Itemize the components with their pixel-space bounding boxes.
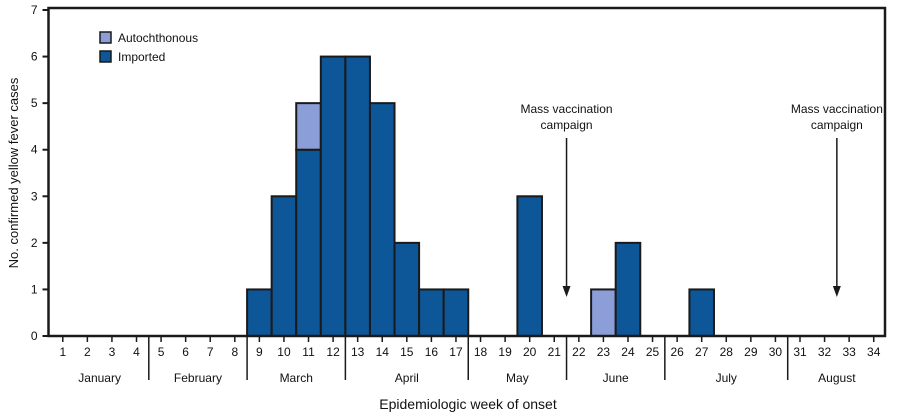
month-label-may: May — [506, 371, 529, 385]
y-axis-title: No. confirmed yellow fever cases — [6, 77, 21, 268]
bar-imported-week-20 — [516, 195, 543, 337]
legend-swatch-imported — [99, 50, 112, 63]
bar-imported-week-17 — [442, 288, 470, 337]
bar-imported-week-27 — [688, 288, 715, 337]
y-tick-label-4: 4 — [31, 143, 38, 157]
y-tick-label-0: 0 — [31, 329, 38, 343]
x-tick-label-1: 1 — [59, 345, 66, 359]
bars-layer — [246, 55, 715, 338]
x-tick-label-29: 29 — [744, 345, 758, 359]
bar-autochthonous-week-23 — [590, 288, 617, 337]
bar-imported-week-13 — [344, 55, 371, 337]
x-tick-label-15: 15 — [400, 345, 414, 359]
x-tick-label-30: 30 — [769, 345, 783, 359]
x-tick-label-10: 10 — [277, 345, 291, 359]
bar-imported-week-24 — [614, 241, 642, 338]
legend: Autochthonous Imported — [99, 31, 198, 64]
month-label-august: August — [818, 371, 856, 385]
bar-imported-week-15 — [393, 241, 421, 338]
month-label-april: April — [395, 371, 419, 385]
x-tick-label-25: 25 — [646, 345, 660, 359]
x-tick-label-8: 8 — [231, 345, 238, 359]
x-tick-label-28: 28 — [720, 345, 734, 359]
x-tick-label-6: 6 — [182, 345, 189, 359]
bar-imported-week-9 — [246, 288, 273, 337]
plot-frame — [47, 6, 887, 338]
x-tick-label-4: 4 — [133, 345, 140, 359]
x-tick-label-12: 12 — [326, 345, 340, 359]
x-tick-label-24: 24 — [621, 345, 635, 359]
x-tick-label-2: 2 — [84, 345, 91, 359]
x-tick-label-17: 17 — [449, 345, 463, 359]
x-tick-label-16: 16 — [425, 345, 439, 359]
x-tick-label-22: 22 — [572, 345, 586, 359]
x-tick-label-14: 14 — [376, 345, 390, 359]
annotation-1-line-1: campaign — [811, 118, 863, 132]
y-tick-label-2: 2 — [31, 236, 38, 250]
x-tick-label-19: 19 — [498, 345, 512, 359]
y-tick-label-1: 1 — [31, 282, 38, 296]
bar-imported-week-10 — [270, 195, 298, 337]
x-tick-label-27: 27 — [695, 345, 709, 359]
arrow-down-icon — [832, 286, 841, 297]
x-tick-label-9: 9 — [256, 345, 263, 359]
month-label-july: July — [716, 371, 737, 385]
annotation-1-line-0: Mass vaccination — [791, 102, 883, 116]
x-tick-label-34: 34 — [867, 345, 881, 359]
x-tick-label-23: 23 — [597, 345, 611, 359]
x-tick-label-31: 31 — [793, 345, 807, 359]
x-axis-title: Epidemiologic week of onset — [379, 396, 557, 412]
month-label-january: January — [78, 371, 121, 385]
legend-label-imported: Imported — [118, 50, 165, 64]
bar-autochthonous-week-11 — [295, 102, 322, 151]
x-tick-label-21: 21 — [548, 345, 562, 359]
x-tick-label-3: 3 — [109, 345, 116, 359]
bar-imported-week-11 — [295, 148, 322, 337]
legend-swatch-autochthonous — [99, 31, 112, 44]
x-tick-label-13: 13 — [351, 345, 365, 359]
arrow-down-icon — [562, 286, 571, 297]
annotations-layer: Mass vaccination campaign Mass vaccination… — [521, 102, 883, 297]
annotation-0-line-0: Mass vaccination — [521, 102, 613, 116]
month-label-march: March — [280, 371, 313, 385]
month-label-june: June — [603, 371, 629, 385]
bar-imported-week-14 — [368, 102, 396, 338]
legend-label-autochthonous: Autochthonous — [118, 31, 198, 45]
y-tick-label-7: 7 — [31, 3, 38, 17]
y-tick-label-5: 5 — [31, 96, 38, 110]
x-tick-label-33: 33 — [842, 345, 856, 359]
annotation-0-line-1: campaign — [541, 118, 593, 132]
y-tick-label-3: 3 — [31, 189, 38, 203]
x-tick-label-26: 26 — [670, 345, 684, 359]
x-tick-label-32: 32 — [818, 345, 832, 359]
bar-imported-week-16 — [418, 288, 445, 337]
x-tick-label-18: 18 — [474, 345, 488, 359]
x-tick-label-5: 5 — [158, 345, 165, 359]
x-tick-label-11: 11 — [302, 345, 315, 359]
bar-imported-week-12 — [319, 55, 347, 337]
y-tick-label-6: 6 — [31, 50, 38, 64]
x-tick-label-20: 20 — [523, 345, 537, 359]
x-tick-label-7: 7 — [207, 345, 214, 359]
month-label-february: February — [174, 371, 222, 385]
